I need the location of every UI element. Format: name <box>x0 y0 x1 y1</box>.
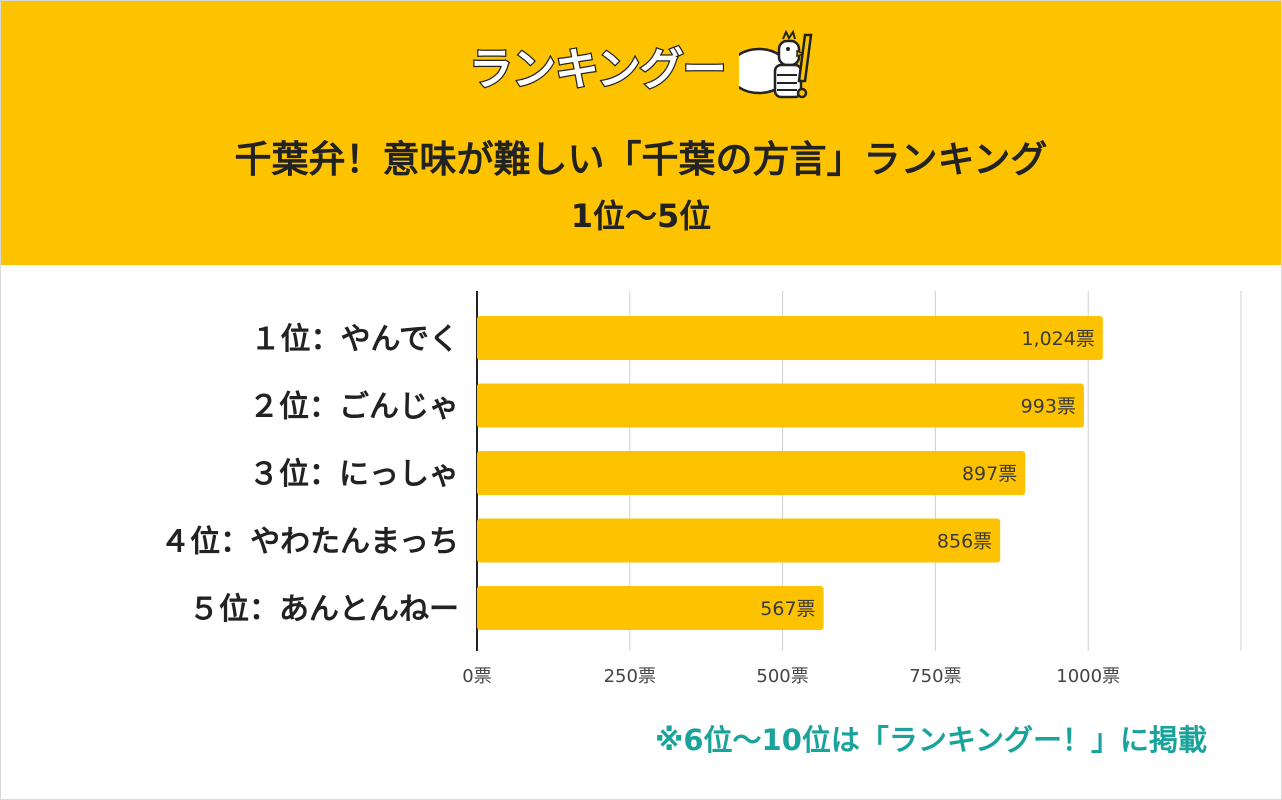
bar <box>477 451 1026 495</box>
category-label: ５位：あんとんねー <box>189 592 459 627</box>
bar <box>477 383 1084 428</box>
data-label: 897票 <box>962 463 1017 485</box>
chart-subtitle: 1位〜5位 <box>570 197 712 235</box>
header-banner: ランキングー 千葉弁！意味が難しい「千葉の方言」ランキング 1位〜5位 <box>1 1 1281 265</box>
data-label: 1,024票 <box>1021 328 1094 350</box>
category-label: ３位：にっしゃ <box>249 457 459 492</box>
logo-wordmark: ランキングー <box>468 43 728 97</box>
x-tick-label: 250票 <box>604 666 656 687</box>
x-tick-label: 1000票 <box>1056 666 1120 687</box>
x-tick-label: 500票 <box>756 666 808 687</box>
x-tick-label: 0票 <box>462 666 491 687</box>
bar <box>477 316 1103 360</box>
category-label: ２位：ごんじゃ <box>249 390 459 425</box>
thumbs-up-chicken-icon <box>739 29 813 99</box>
chart-title: 千葉弁！意味が難しい「千葉の方言」ランキング <box>234 138 1048 181</box>
data-label: 993票 <box>1021 396 1076 418</box>
category-label: ４位：やわたんまっち <box>160 525 459 560</box>
bar <box>477 518 1001 563</box>
data-label: 567票 <box>760 598 815 620</box>
x-tick-label: 750票 <box>909 666 961 687</box>
footer-note: ※6位〜10位は「ランキングー！」に掲載 <box>655 723 1207 757</box>
ranking-goo-logo: ランキングー <box>468 27 813 105</box>
labels: 0票 250票 500票 750票 1000票 1,024票 １位：やんでく 993票 ２位：ご… <box>160 322 1120 687</box>
bar <box>477 586 824 630</box>
data-label: 856票 <box>937 531 992 553</box>
category-label: １位：やんでく <box>251 322 460 357</box>
bars <box>477 316 1103 630</box>
